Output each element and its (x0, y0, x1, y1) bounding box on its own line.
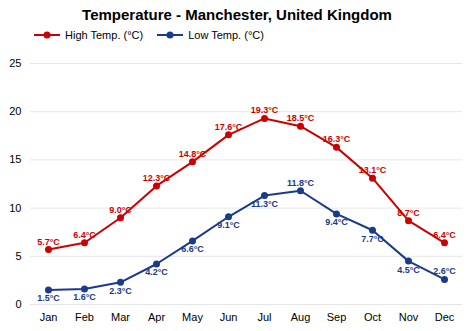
svg-text:25: 25 (9, 57, 21, 69)
svg-text:Jan: Jan (40, 311, 58, 323)
svg-text:17.6°C: 17.6°C (215, 122, 243, 132)
svg-text:19.3°C: 19.3°C (251, 105, 279, 115)
html-text:Low Temp. (°C): Low Temp. (°C) (188, 29, 264, 41)
svg-text:15: 15 (9, 153, 21, 165)
svg-text:10: 10 (9, 202, 21, 214)
svg-text:May: May (182, 311, 203, 323)
svg-text:18.5°C: 18.5°C (287, 113, 315, 123)
svg-text:9.1°C: 9.1°C (217, 220, 240, 230)
svg-text:4.5°C: 4.5°C (397, 265, 420, 275)
svg-text:6.4°C: 6.4°C (433, 230, 456, 240)
svg-text:Dec: Dec (435, 311, 455, 323)
svg-text:12.3°C: 12.3°C (143, 173, 171, 183)
svg-text:Mar: Mar (111, 311, 130, 323)
svg-text:Jun: Jun (220, 311, 238, 323)
html-text:Temperature - Manchester, Unit: Temperature - Manchester, United Kingdom (82, 6, 392, 23)
svg-text:1.5°C: 1.5°C (37, 293, 60, 303)
svg-text:Nov: Nov (399, 311, 419, 323)
svg-text:1.6°C: 1.6°C (73, 292, 96, 302)
svg-text:11.8°C: 11.8°C (287, 178, 315, 188)
html-text:High Temp. (°C): High Temp. (°C) (65, 29, 144, 41)
svg-text:14.8°C: 14.8°C (179, 149, 207, 159)
svg-text:Feb: Feb (75, 311, 94, 323)
svg-text:6.6°C: 6.6°C (181, 244, 204, 254)
svg-text:9.4°C: 9.4°C (325, 217, 348, 227)
svg-text:7.7°C: 7.7°C (361, 234, 384, 244)
svg-text:Apr: Apr (148, 311, 165, 323)
svg-text:8.7°C: 8.7°C (397, 208, 420, 218)
svg-text:Oct: Oct (364, 311, 381, 323)
svg-text:5: 5 (15, 250, 21, 262)
svg-text:4.2°C: 4.2°C (145, 267, 168, 277)
svg-text:11.3°C: 11.3°C (251, 199, 279, 209)
svg-text:5.7°C: 5.7°C (37, 237, 60, 247)
svg-text:20: 20 (9, 105, 21, 117)
svg-text:Sep: Sep (327, 311, 347, 323)
svg-text:16.3°C: 16.3°C (323, 134, 351, 144)
svg-text:6.4°C: 6.4°C (73, 230, 96, 240)
svg-text:0: 0 (15, 298, 21, 310)
svg-text:Jul: Jul (257, 311, 271, 323)
svg-text:2.6°C: 2.6°C (433, 266, 456, 276)
svg-text:9.0°C: 9.0°C (109, 205, 132, 215)
svg-text:2.3°C: 2.3°C (109, 286, 132, 296)
svg-text:13.1°C: 13.1°C (359, 165, 387, 175)
svg-text:Aug: Aug (291, 311, 311, 323)
